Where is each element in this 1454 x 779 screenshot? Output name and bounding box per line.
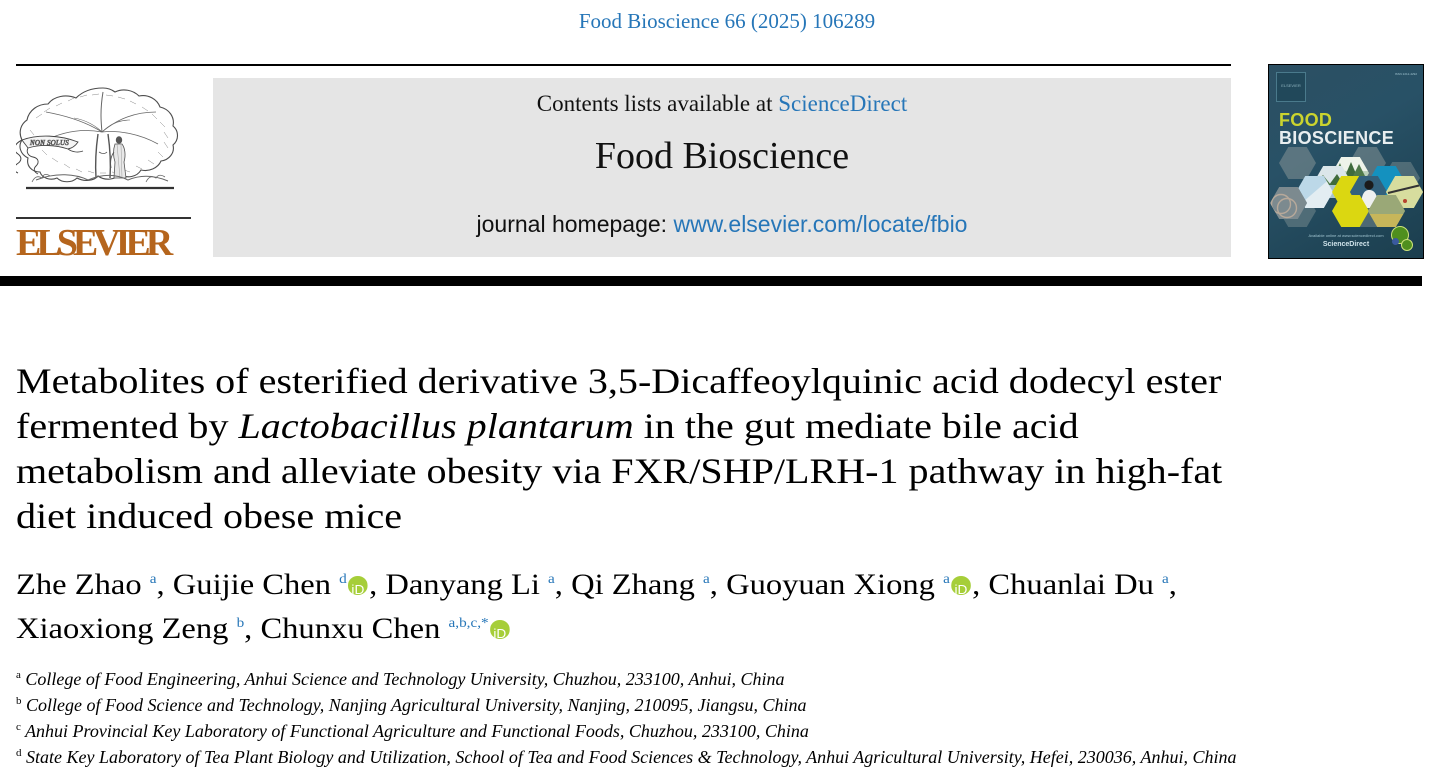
svg-text:NON SOLUS: NON SOLUS	[29, 139, 69, 147]
